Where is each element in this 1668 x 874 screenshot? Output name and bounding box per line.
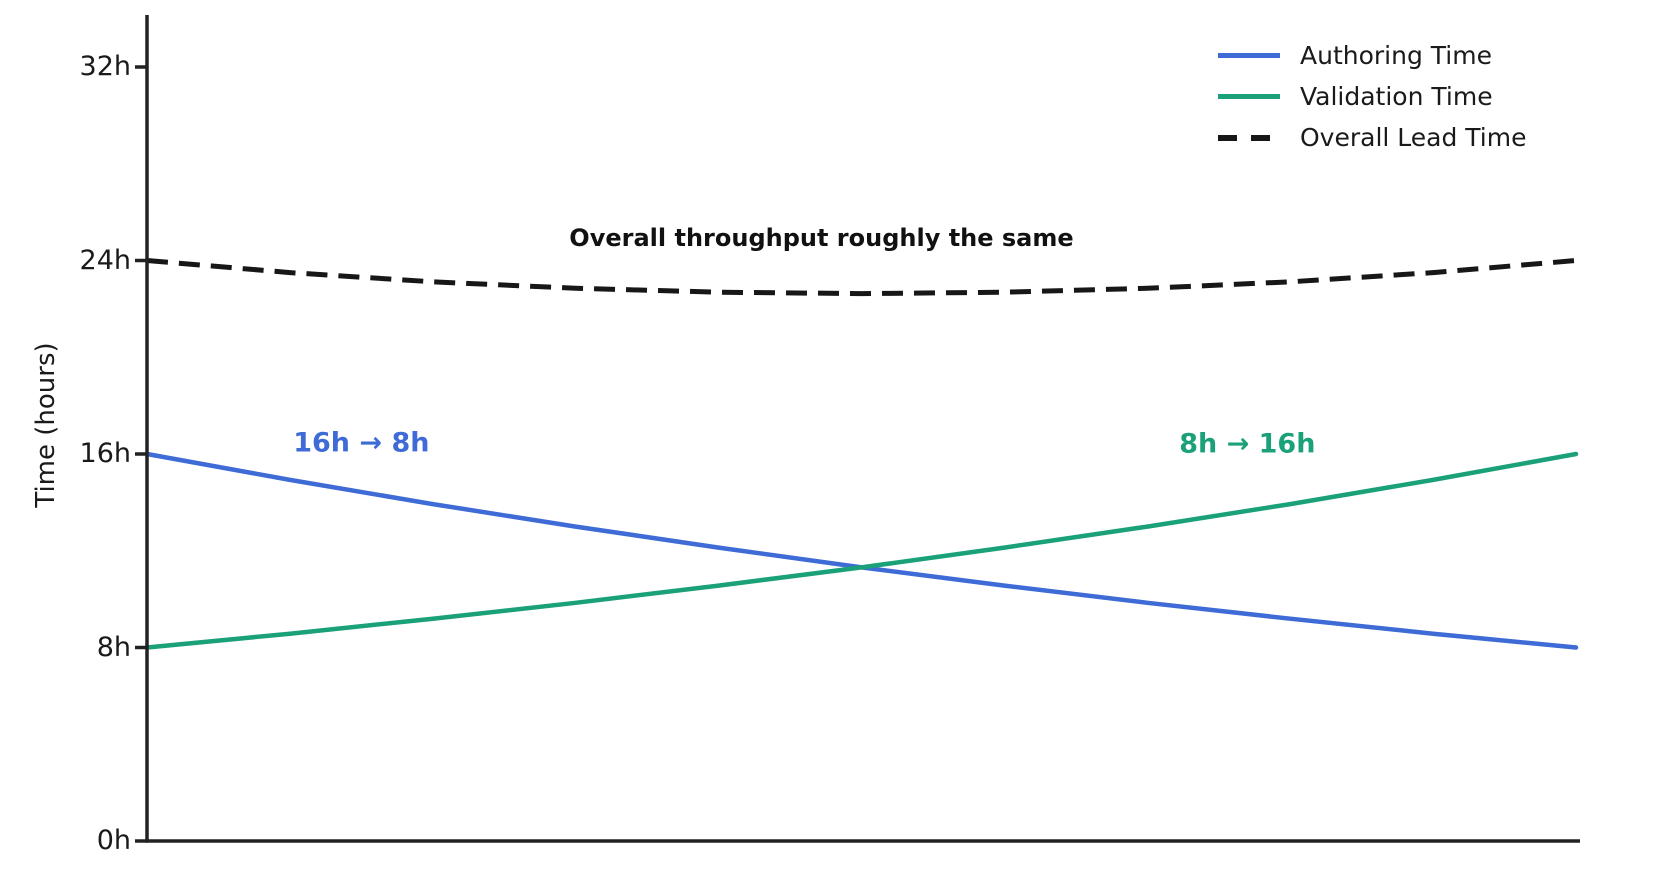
legend-label: Overall Lead Time — [1300, 123, 1527, 152]
authoring-time-line — [144, 451, 1579, 650]
legend-item-validation-time: Validation Time — [1218, 76, 1526, 117]
y-tick-label-8h: 8h — [96, 631, 131, 663]
y-axis-label: Time (hours) — [31, 342, 61, 508]
annotation-throughput-note: Overall throughput roughly the same — [569, 224, 1074, 252]
y-tick-label-24h: 24h — [79, 244, 131, 276]
legend-item-overall-lead-time: Overall Lead Time — [1218, 117, 1526, 158]
validation-time-swatch-icon — [1218, 94, 1280, 99]
legend-label: Authoring Time — [1300, 41, 1492, 70]
validation-time-line — [144, 451, 1579, 650]
y-tick-label-0h: 0h — [96, 825, 131, 856]
legend-item-authoring-time: Authoring Time — [1218, 35, 1526, 76]
overall-lead-time-line — [146, 258, 1577, 297]
y-tick-label-32h: 32h — [79, 51, 131, 82]
annotation-authoring-change: 16h → 8h — [293, 427, 430, 459]
authoring-time-swatch-icon — [1218, 53, 1280, 58]
overall-lead-time-swatch-icon — [1218, 134, 1280, 141]
y-tick-label-16h: 16h — [79, 438, 131, 469]
series-lines — [144, 258, 1579, 650]
annotation-validation-change: 8h → 16h — [1179, 428, 1316, 460]
legend-label: Validation Time — [1300, 82, 1493, 111]
legend: Authoring Time Validation Time Overall Lea… — [1218, 35, 1526, 158]
